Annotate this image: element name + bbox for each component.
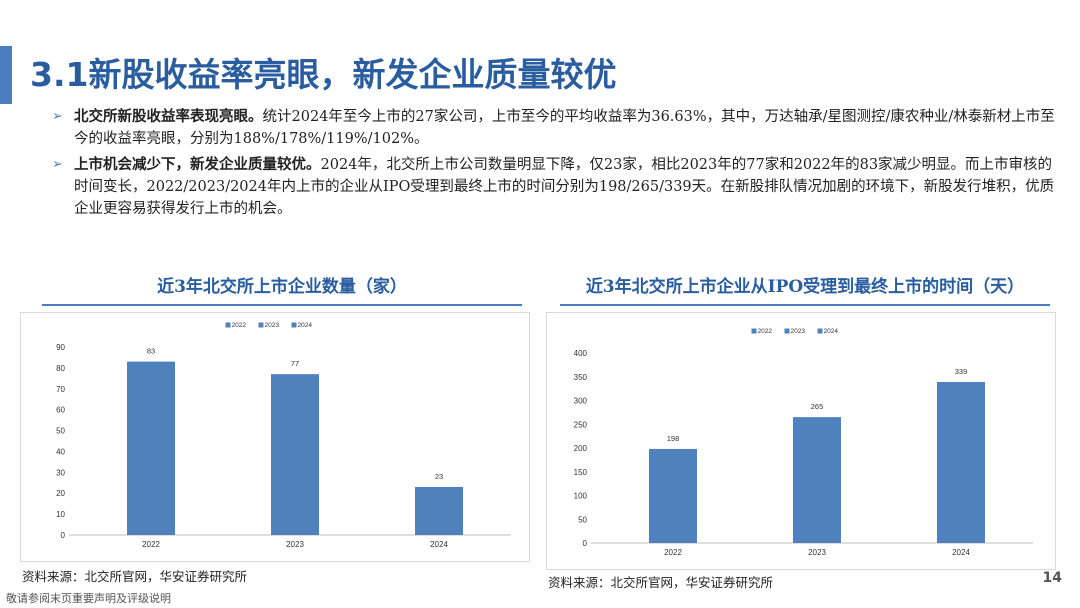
data-label: 23 bbox=[435, 472, 443, 481]
bullet-item: ➢ 上市机会减少下，新发企业质量较优。2024年，北交所上市公司数量明显下降，仅2… bbox=[50, 154, 1060, 220]
title-accent-bar bbox=[0, 46, 12, 104]
bar bbox=[649, 448, 697, 543]
y-tick-label: 300 bbox=[574, 397, 588, 406]
bullet-text: 统计2024年至今上市的27家公司，上市至今的平均收益率为36.63%，其中，万… bbox=[74, 109, 1055, 147]
arrow-bullet-icon: ➢ bbox=[52, 109, 63, 124]
bar bbox=[271, 374, 319, 535]
chart-svg: 2022 2023 2024 0 50 100 150 200 250 300 350 400 198 2… bbox=[574, 328, 1033, 557]
chart-title-left: 近3年北交所上市企业数量（家） bbox=[157, 277, 407, 297]
x-tick-label: 2023 bbox=[286, 540, 304, 549]
legend-swatch bbox=[817, 328, 823, 334]
y-tick-label: 400 bbox=[574, 349, 588, 358]
y-tick-label: 200 bbox=[574, 444, 588, 453]
y-tick-label: 350 bbox=[574, 373, 588, 382]
legend-swatch bbox=[751, 328, 757, 334]
chart-title-rule-right bbox=[560, 304, 1050, 306]
legend-label: 2023 bbox=[265, 322, 280, 329]
chart-title-rule-left bbox=[42, 304, 522, 306]
x-tick-label: 2024 bbox=[430, 540, 448, 549]
chart-right: 2022 2023 2024 0 50 100 150 200 250 300 350 400 198 2… bbox=[546, 312, 1056, 570]
data-label: 77 bbox=[291, 359, 299, 368]
chart-title-right: 近3年北交所上市企业从IPO受理到最终上市的时间（天） bbox=[585, 277, 1025, 297]
legend-label: 2023 bbox=[791, 328, 806, 335]
legend-swatch bbox=[258, 322, 264, 328]
y-tick-label: 250 bbox=[574, 420, 588, 429]
chart-left: 2022 2023 2024 0 10 20 30 40 50 60 70 80 90 83 2022 77 2… bbox=[20, 312, 530, 562]
y-tick-label: 80 bbox=[56, 364, 65, 373]
bullet-lead: 上市机会减少下，新发企业质量较优。 bbox=[74, 156, 321, 173]
chart-svg: 2022 2023 2024 0 10 20 30 40 50 60 70 80 90 83 2022 77 2… bbox=[56, 322, 511, 549]
legend-swatch bbox=[784, 328, 790, 334]
legend-label: 2022 bbox=[232, 322, 247, 329]
bullet-lead: 北交所新股收益率表现亮眼。 bbox=[74, 108, 263, 125]
x-tick-label: 2022 bbox=[142, 540, 160, 549]
y-tick-label: 70 bbox=[56, 385, 65, 394]
y-tick-label: 150 bbox=[574, 468, 588, 477]
bar bbox=[793, 417, 841, 543]
legend-label: 2022 bbox=[758, 328, 773, 335]
bar bbox=[127, 361, 175, 535]
x-tick-label: 2022 bbox=[664, 548, 682, 557]
y-tick-label: 60 bbox=[56, 406, 65, 415]
bullet-list: ➢ 北交所新股收益率表现亮眼。统计2024年至今上市的27家公司，上市至今的平均收… bbox=[50, 106, 1060, 224]
data-label: 198 bbox=[667, 434, 680, 443]
x-tick-label: 2023 bbox=[808, 548, 826, 557]
y-tick-label: 0 bbox=[583, 539, 588, 548]
data-label: 339 bbox=[955, 367, 968, 376]
legend-label: 2024 bbox=[824, 328, 839, 335]
y-tick-label: 30 bbox=[56, 468, 65, 477]
y-tick-label: 0 bbox=[61, 531, 66, 540]
bar bbox=[415, 486, 463, 535]
y-tick-label: 100 bbox=[574, 492, 588, 501]
bar bbox=[937, 381, 985, 543]
y-tick-label: 50 bbox=[56, 427, 65, 436]
arrow-bullet-icon: ➢ bbox=[52, 157, 63, 172]
x-tick-label: 2024 bbox=[952, 548, 970, 557]
legend-swatch bbox=[291, 322, 297, 328]
disclaimer-footer: 敬请参阅末页重要声明及评级说明 bbox=[6, 592, 171, 605]
y-tick-label: 10 bbox=[56, 510, 65, 519]
data-label: 83 bbox=[147, 347, 155, 356]
bullet-text: 2024年，北交所上市公司数量明显下降，仅23家，相比2023年的77家和202… bbox=[74, 157, 1055, 217]
legend-label: 2024 bbox=[298, 322, 313, 329]
y-tick-label: 40 bbox=[56, 447, 65, 456]
source-note-right: 资料来源：北交所官网，华安证券研究所 bbox=[548, 575, 774, 590]
source-note-left: 资料来源：北交所官网，华安证券研究所 bbox=[22, 569, 248, 584]
data-label: 265 bbox=[811, 402, 824, 411]
y-tick-label: 50 bbox=[578, 515, 587, 524]
page-number: 14 bbox=[1042, 570, 1062, 586]
bullet-item: ➢ 北交所新股收益率表现亮眼。统计2024年至今上市的27家公司，上市至今的平均收… bbox=[50, 106, 1060, 150]
y-tick-label: 20 bbox=[56, 489, 65, 498]
page-title: 3.1新股收益率亮眼，新发企业质量较优 bbox=[30, 55, 617, 94]
legend-swatch bbox=[225, 322, 231, 328]
y-tick-label: 90 bbox=[56, 343, 65, 352]
